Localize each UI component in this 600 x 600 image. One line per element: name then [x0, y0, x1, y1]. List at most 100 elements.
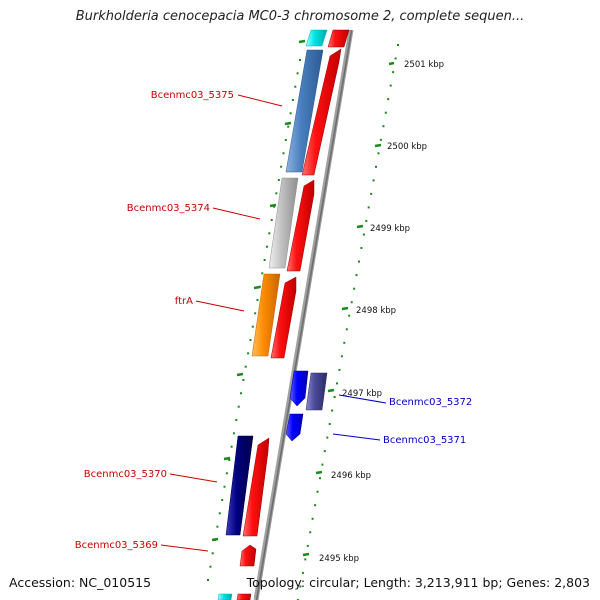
track-dot	[311, 517, 314, 520]
gene-bottom-red[interactable]	[236, 593, 252, 600]
track-dot	[323, 450, 326, 453]
inner-scale-ticks	[211, 39, 306, 542]
track-dot	[375, 165, 377, 168]
track-dot	[249, 339, 252, 341]
scale-label-2497: 2497 kbp	[342, 389, 382, 399]
track-dot	[230, 445, 233, 448]
track-dot	[232, 432, 235, 435]
track-dot	[370, 192, 373, 195]
track-dot	[244, 365, 247, 368]
track-dot	[273, 205, 276, 208]
track-dot	[291, 99, 294, 101]
track-dot	[392, 71, 395, 74]
gene-label-bcenmc03-5371[interactable]: Bcenmc03_5371	[383, 435, 466, 446]
track-dot	[218, 512, 221, 515]
topology-summary-text: Topology: circular; Length: 3,213,911 bp…	[246, 575, 590, 590]
track-dot	[284, 139, 287, 141]
track-dot	[360, 247, 363, 249]
track-dot	[348, 314, 351, 317]
track-dot	[247, 352, 250, 355]
scale-tick-2497	[327, 388, 335, 393]
cds-bcenmc03-5375[interactable]	[301, 48, 342, 176]
track-dot	[261, 272, 264, 275]
track-dot	[316, 490, 319, 493]
track-dot	[338, 368, 341, 371]
track-dot	[216, 525, 219, 528]
scale-label-2498: 2498 kbp	[356, 306, 396, 316]
track-dot	[256, 299, 259, 301]
track-dot	[382, 125, 385, 128]
leader-line-5372	[338, 394, 387, 404]
cds-bcenmc03-5372[interactable]	[305, 372, 328, 411]
track-dot	[333, 396, 336, 398]
leader-line-5370	[169, 473, 218, 483]
outer-dotted-track	[297, 44, 399, 600]
gene-bcenmc03-5370[interactable]	[225, 435, 254, 536]
cds-bcenmc03-5374[interactable]	[286, 179, 315, 272]
inner-tick	[223, 456, 231, 461]
track-dot	[266, 245, 268, 248]
scale-tick-2499	[356, 224, 364, 229]
leader-line-5375	[237, 94, 283, 107]
track-dot	[289, 112, 292, 115]
inner-tick	[236, 372, 244, 377]
gene-bcenmc03-5374[interactable]	[268, 177, 299, 269]
track-dot	[389, 84, 392, 87]
accession-text: Accession: NC_010515	[9, 575, 152, 590]
cds-bcenmc03-5369[interactable]	[239, 544, 257, 567]
track-dot	[367, 206, 370, 209]
track-dot	[240, 392, 242, 395]
track-dot	[379, 138, 382, 141]
track-dot	[263, 259, 266, 261]
track-dot	[340, 355, 343, 358]
gene-bcenmc03-5372[interactable]	[289, 370, 309, 407]
track-dot	[225, 472, 228, 475]
gene-top-red-cds[interactable]	[327, 29, 350, 48]
track-dot	[319, 477, 321, 480]
gene-bcenmc03-5371[interactable]	[285, 413, 304, 442]
track-dot	[336, 382, 338, 385]
gene-label-bcenmc03-5370[interactable]: Bcenmc03_5370	[84, 469, 167, 480]
leader-line-5371	[332, 433, 381, 441]
gene-label-bcenmc03-5374[interactable]: Bcenmc03_5374	[127, 203, 210, 214]
inner-tick	[298, 39, 306, 44]
track-dot	[350, 301, 353, 304]
scale-tick-2495	[302, 552, 310, 557]
track-dot	[235, 419, 238, 421]
track-dot	[331, 409, 334, 412]
track-dot	[306, 544, 309, 547]
cds-ftra[interactable]	[270, 276, 297, 359]
gene-top-cyan[interactable]	[305, 29, 328, 47]
cds-bcenmc03-5370[interactable]	[242, 437, 270, 537]
track-dot	[280, 165, 283, 168]
track-dot	[237, 405, 240, 408]
track-dot	[299, 585, 302, 588]
track-dot	[353, 287, 356, 290]
inner-tick	[284, 121, 292, 126]
track-dot	[355, 274, 358, 277]
gene-label-bcenmc03-5372[interactable]: Bcenmc03_5372	[389, 397, 472, 408]
track-dot	[301, 571, 304, 574]
track-dot	[275, 192, 278, 195]
gene-label-bcenmc03-5375[interactable]: Bcenmc03_5375	[151, 90, 234, 101]
gene-bottom-cyan[interactable]	[217, 593, 233, 600]
inner-tick	[253, 285, 261, 290]
gene-label-bcenmc03-5369[interactable]: Bcenmc03_5369	[75, 540, 158, 551]
scale-tick-2496	[315, 470, 323, 475]
scale-tick-2500	[374, 143, 382, 148]
track-dot	[358, 260, 360, 263]
scale-label-2500: 2500 kbp	[387, 142, 427, 152]
track-dot	[365, 220, 368, 222]
track-dot	[228, 459, 231, 461]
gene-label-ftra[interactable]: ftrA	[175, 296, 193, 307]
track-dot	[343, 341, 346, 344]
track-dot	[387, 98, 390, 101]
gene-ftra[interactable]	[251, 273, 281, 357]
track-dot	[321, 463, 324, 466]
gene-bcenmc03-5375[interactable]	[285, 49, 324, 173]
scale-label-2499: 2499 kbp	[370, 224, 410, 234]
track-dot	[223, 485, 226, 488]
track-dot	[209, 565, 212, 568]
leader-line-5369	[160, 544, 209, 552]
